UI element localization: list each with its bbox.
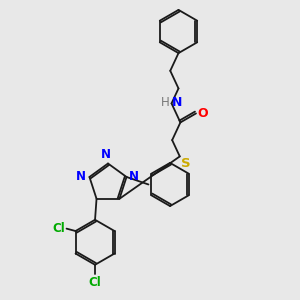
Text: N: N	[129, 170, 139, 183]
Text: N: N	[100, 148, 111, 161]
Text: S: S	[181, 157, 190, 170]
Text: N: N	[172, 96, 182, 109]
Text: Cl: Cl	[52, 221, 65, 235]
Text: N: N	[76, 170, 86, 184]
Text: H: H	[161, 96, 170, 109]
Text: O: O	[197, 107, 208, 120]
Text: Cl: Cl	[89, 276, 101, 289]
